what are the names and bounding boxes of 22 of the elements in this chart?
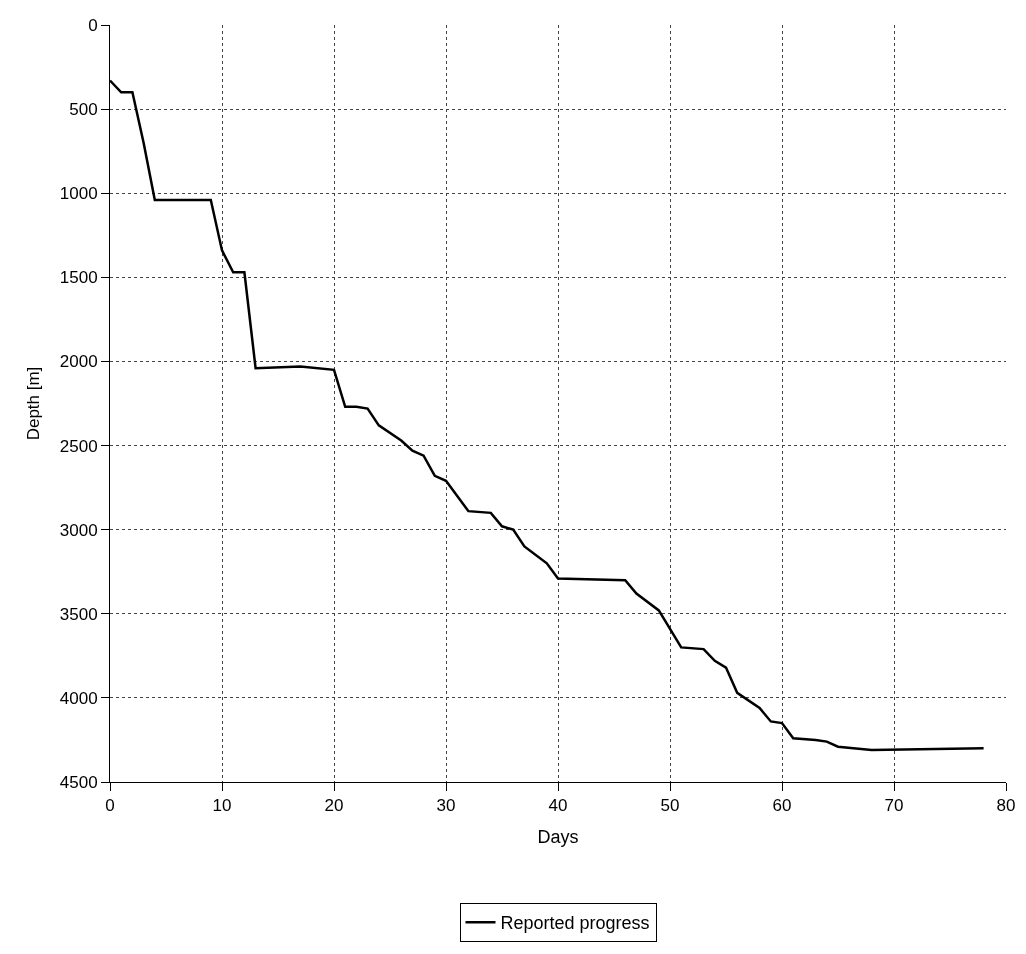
x-tick-label: 20 bbox=[324, 796, 344, 816]
y-tick-label: 0 bbox=[88, 15, 98, 35]
x-tick-label: 10 bbox=[212, 796, 232, 816]
x-tick-label: 0 bbox=[105, 796, 115, 816]
x-axis-title: Days bbox=[537, 826, 579, 847]
y-tick-label: 500 bbox=[69, 100, 98, 120]
y-tick-label: 4000 bbox=[59, 688, 98, 708]
x-tick-label: 50 bbox=[660, 796, 680, 816]
y-tick-label: 4500 bbox=[59, 772, 98, 792]
x-tick-label: 60 bbox=[772, 796, 792, 816]
legend-label: Reported progress bbox=[500, 913, 650, 934]
x-tick-label: 70 bbox=[884, 796, 904, 816]
x-tick-label: 80 bbox=[996, 796, 1016, 816]
y-tick-label: 2500 bbox=[59, 436, 98, 456]
y-tick-label: 3000 bbox=[59, 520, 98, 540]
y-tick-label: 1500 bbox=[59, 268, 98, 288]
x-tick-label: 30 bbox=[436, 796, 456, 816]
y-tick-label: 1000 bbox=[59, 184, 98, 204]
x-tick-label: 40 bbox=[548, 796, 568, 816]
y-tick-label: 3500 bbox=[59, 604, 98, 624]
y-axis-title: Depth [m] bbox=[24, 366, 44, 441]
y-tick-label: 2000 bbox=[59, 352, 98, 372]
